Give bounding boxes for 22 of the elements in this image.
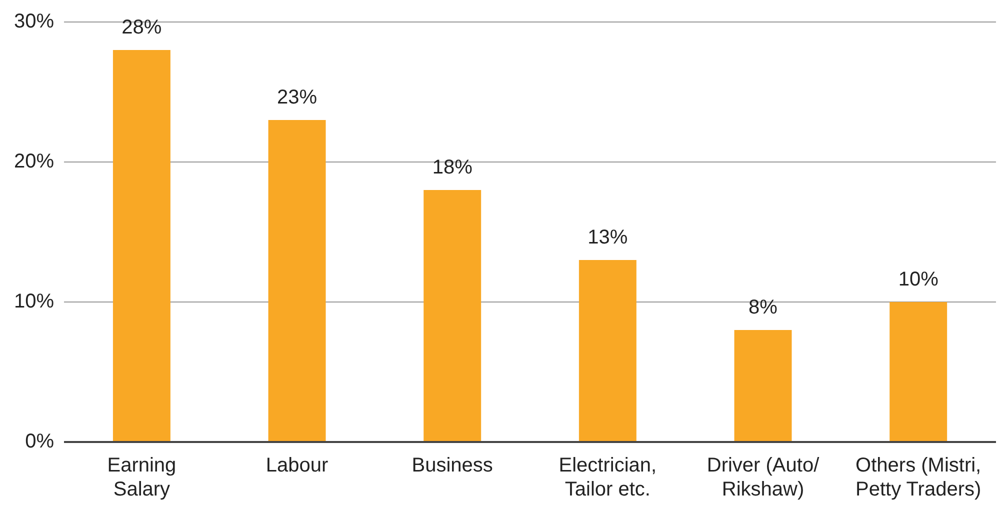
data-label: 18% — [432, 156, 473, 179]
x-tick-label: Labour — [266, 454, 328, 477]
bar — [424, 190, 482, 441]
data-label: 13% — [588, 226, 628, 249]
bar — [268, 120, 326, 441]
bar — [734, 330, 792, 441]
y-tick-label: 10% — [14, 290, 54, 313]
data-label: 28% — [122, 16, 162, 39]
y-tick-label: 0% — [25, 430, 54, 453]
bar — [890, 302, 948, 441]
bar — [112, 50, 170, 441]
x-tick-label: Business — [412, 454, 493, 477]
data-label: 23% — [277, 86, 318, 109]
x-tick-label: Others (Mistri, Petty Traders) — [856, 454, 982, 501]
x-tick-label: Electrician, Tailor etc. — [558, 454, 657, 501]
y-tick-label: 30% — [14, 10, 54, 33]
data-label: 8% — [748, 296, 778, 319]
data-label: 10% — [898, 268, 939, 291]
x-tick-label: Earning Salary — [107, 454, 176, 501]
y-tick-label: 20% — [14, 150, 54, 173]
bar — [578, 260, 636, 441]
x-tick-label: Driver (Auto/ Rikshaw) — [706, 454, 820, 501]
